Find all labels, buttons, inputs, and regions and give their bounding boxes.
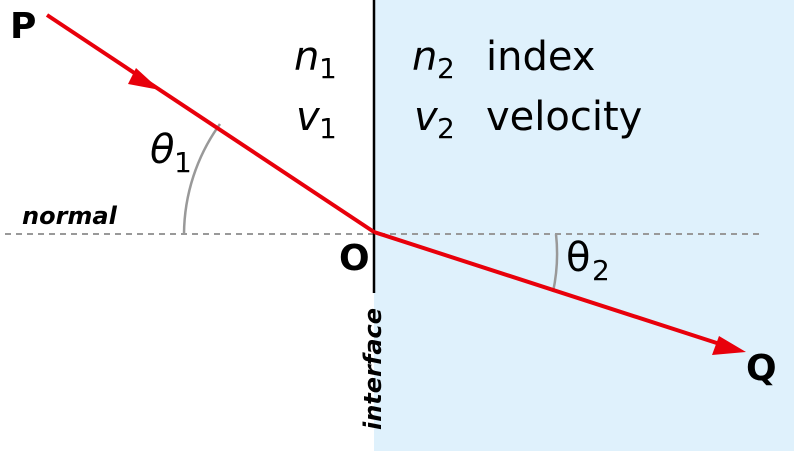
medium-2-index: n 2 [412,34,455,85]
normal-label: normal [22,202,118,230]
incident-ray [45,13,376,234]
point-o-label: O [339,238,370,279]
theta1-label: θ 1 [150,127,192,179]
svg-text:1: 1 [319,112,337,145]
svg-text:n: n [294,34,319,80]
medium-2-region [374,0,794,451]
medium-1-index: n 1 [294,34,337,85]
medium-2-velocity: v 2 [414,94,455,145]
point-q-label: Q [746,348,777,389]
svg-text:θ: θ [566,235,590,281]
svg-text:v: v [414,94,439,140]
point-p-label: P [10,6,36,47]
incident-ray-arrow-icon [128,68,160,90]
interface-label: interface [359,308,387,430]
svg-text:1: 1 [319,52,337,85]
svg-text:2: 2 [592,254,610,287]
svg-text:θ: θ [150,127,174,173]
svg-text:v: v [296,94,321,140]
theta1-arc [182,123,222,235]
theta2-label: θ 2 [566,235,610,287]
refracted-ray-arrow-icon [712,336,746,355]
svg-text:2: 2 [437,52,455,85]
index-label: index [486,34,595,80]
refracted-ray [373,230,727,348]
velocity-label: velocity [486,94,642,140]
svg-text:n: n [412,34,437,80]
svg-text:1: 1 [174,146,192,179]
medium-1-velocity: v 1 [296,94,337,145]
svg-text:2: 2 [437,112,455,145]
